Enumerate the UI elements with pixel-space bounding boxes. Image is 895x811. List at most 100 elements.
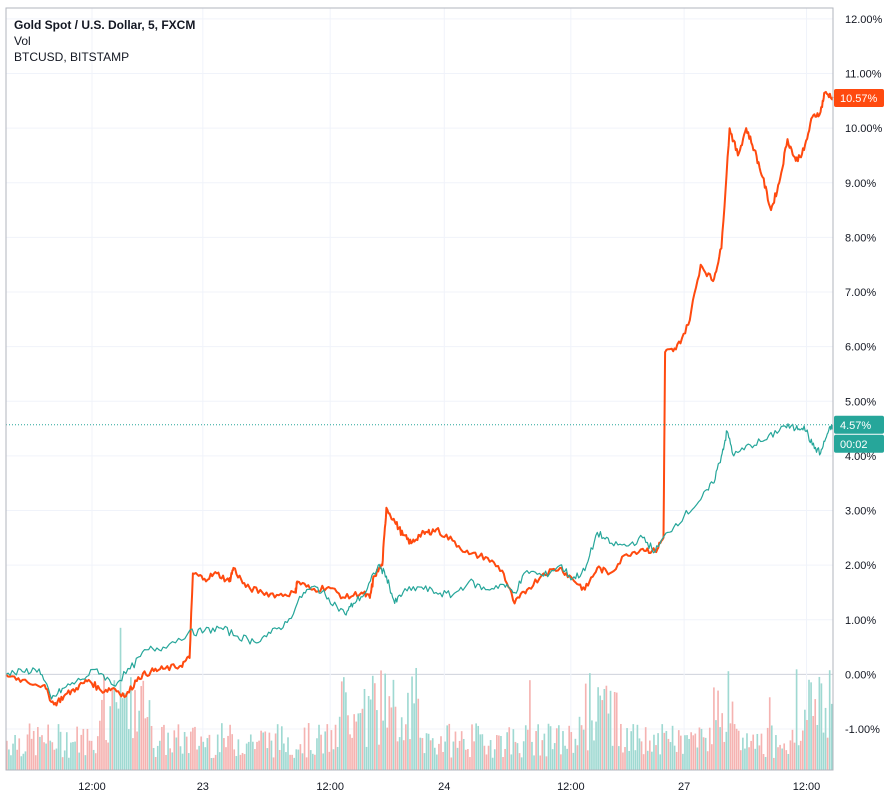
volume-bar <box>291 754 293 770</box>
y-tick-label: 4.00% <box>845 451 876 463</box>
volume-bar <box>175 737 178 770</box>
volume-bar <box>57 724 60 770</box>
volume-bar <box>65 732 68 770</box>
volume-bar <box>22 753 25 770</box>
volume-bar <box>210 758 213 770</box>
volume-bar <box>609 690 612 770</box>
volume-bar <box>127 729 130 770</box>
btc-last-label-bg <box>834 89 884 108</box>
volume-bar <box>37 727 39 770</box>
volume-bar <box>227 735 229 770</box>
volume-bar <box>723 741 726 770</box>
volume-bar <box>721 713 724 770</box>
legend-vol[interactable]: Vol <box>14 34 31 48</box>
volume-bar <box>576 745 579 770</box>
volume-bar <box>349 734 351 770</box>
volume-bar <box>615 692 618 770</box>
volume-bar <box>735 728 738 770</box>
volume-bar <box>717 690 719 770</box>
volume-bar <box>785 750 788 770</box>
volume-bar <box>82 728 85 770</box>
volume-bar <box>343 677 345 770</box>
volume-bar <box>440 736 442 770</box>
y-tick-label: 1.00% <box>845 615 876 627</box>
volume-bar <box>365 746 368 770</box>
volume-bar <box>285 752 287 770</box>
volume-bar <box>719 727 721 770</box>
volume-bar <box>773 757 775 770</box>
volume-bar <box>214 754 217 770</box>
volume-bar <box>328 751 331 770</box>
y-tick-label: 9.00% <box>845 178 876 190</box>
volume-bar <box>518 753 521 770</box>
y-tick-label: 10.00% <box>845 123 883 135</box>
volume-bar <box>522 741 525 770</box>
volume-bar <box>45 743 47 770</box>
volume-bar <box>630 731 633 770</box>
volume-bar <box>653 734 655 770</box>
volume-bar <box>134 690 136 770</box>
volume-bar <box>386 727 389 770</box>
volume-bar <box>742 737 744 770</box>
gold-last-label-bg <box>834 415 884 434</box>
volume-bar <box>452 741 455 770</box>
volume-bar <box>167 732 169 770</box>
volume-bar <box>415 667 418 770</box>
btc-last-label: 10.57% <box>840 93 878 105</box>
volume-bar <box>744 748 746 770</box>
volume-bar <box>20 756 23 770</box>
volume-bar <box>661 724 664 770</box>
volume-bar <box>309 750 312 770</box>
volume-bar <box>442 751 444 770</box>
volume-bar <box>508 727 511 770</box>
volume-bar <box>47 724 49 770</box>
volume-bars <box>6 627 833 770</box>
legend-main[interactable]: Gold Spot / U.S. Dollar, 5, FXCM <box>14 18 196 32</box>
volume-bar <box>34 755 37 770</box>
volume-bar <box>547 723 550 770</box>
volume-bar <box>187 753 190 770</box>
volume-bar <box>280 726 283 770</box>
volume-bar <box>433 747 436 770</box>
volume-bar <box>756 733 759 770</box>
volume-bar <box>183 731 186 770</box>
volume-bar <box>94 753 97 770</box>
volume-bar <box>392 679 395 770</box>
volume-bar <box>564 745 566 770</box>
volume-bar <box>419 737 422 770</box>
volume-bar <box>355 721 358 770</box>
volume-bar <box>779 744 781 770</box>
volume-bar <box>369 699 372 770</box>
volume-bar <box>545 756 548 770</box>
volume-bar <box>382 720 384 770</box>
volume-bar <box>810 682 812 770</box>
volume-bar <box>254 749 256 770</box>
x-tick-label: 12:00 <box>316 781 344 793</box>
volume-bar <box>80 734 83 770</box>
volume-bar <box>146 717 149 770</box>
volume-bar <box>489 740 492 770</box>
volume-bar <box>584 683 587 770</box>
volume-bar <box>737 730 740 770</box>
volume-bar <box>256 741 258 770</box>
volume-bar <box>586 750 589 770</box>
volume-bar <box>53 749 56 770</box>
volume-bar <box>655 745 657 770</box>
volume-bar <box>322 753 324 770</box>
legend-compare[interactable]: BTCUSD, BITSTAMP <box>14 50 130 64</box>
volume-bar <box>150 725 153 770</box>
volume-bar <box>473 741 475 770</box>
volume-bar <box>599 695 602 770</box>
plot-border <box>5 7 834 771</box>
volume-bar <box>698 727 701 770</box>
volume-bar <box>642 754 645 770</box>
volume-bar <box>206 738 209 770</box>
volume-bar <box>345 692 347 770</box>
volume-bar <box>353 714 355 770</box>
volume-bar <box>165 754 167 770</box>
volume-bar <box>446 725 449 770</box>
volume-bar <box>262 732 265 770</box>
volume-bar <box>276 724 279 770</box>
volume-bar <box>622 752 624 770</box>
